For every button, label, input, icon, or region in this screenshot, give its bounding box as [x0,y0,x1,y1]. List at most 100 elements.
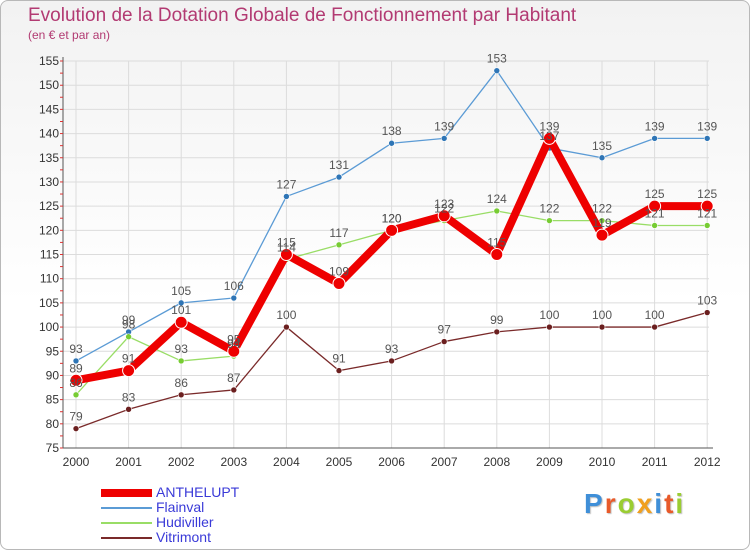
data-point-anthelupt [332,277,346,291]
data-label-flainval: 99 [122,313,136,327]
data-point-hudiviller [177,357,185,365]
data-point-flainval [440,135,448,142]
data-point-vitrimont [703,309,711,316]
data-point-flainval [230,294,238,302]
y-tick-label: 105 [39,296,59,310]
x-tick-label: 2010 [589,455,616,469]
data-label-hudiviller: 117 [329,226,348,240]
legend-item-flainval[interactable]: Flainval [101,500,301,515]
data-label-flainval: 106 [224,279,244,293]
y-tick-label: 95 [46,344,60,358]
legend-item-anthelupt[interactable]: ANTHELUPT [101,485,301,500]
x-tick-label: 2004 [273,455,300,469]
proxiti-logo: Proxiti [584,488,685,520]
y-tick-label: 85 [46,393,60,407]
data-label-anthelupt: 139 [539,119,559,133]
logo-letter: x [636,488,655,519]
data-label-flainval: 138 [382,124,402,138]
logo-letter: i [654,488,665,519]
x-tick-label: 2011 [642,455,668,469]
data-point-hudiviller [335,241,343,249]
data-point-anthelupt [122,364,136,378]
y-tick-label: 90 [46,368,60,382]
legend-label: Vitrimont [156,529,211,545]
data-point-vitrimont [335,367,343,374]
y-tick-label: 150 [39,78,59,92]
data-label-anthelupt: 120 [382,211,402,225]
data-label-vitrimont: 79 [69,410,83,424]
legend-item-hudiviller[interactable]: Hudiviller [101,515,301,530]
data-label-flainval: 105 [171,284,191,298]
data-point-vitrimont [125,405,132,413]
data-label-flainval: 135 [592,139,612,153]
data-point-anthelupt [648,199,662,213]
legend-swatch-vitrimont [101,537,152,539]
y-tick-label: 80 [46,417,60,431]
data-label-flainval: 139 [697,119,717,133]
data-point-vitrimont [598,323,606,331]
data-label-flainval: 139 [645,119,665,133]
data-point-flainval [703,135,711,142]
data-point-flainval [72,357,80,365]
data-label-flainval: 93 [69,342,83,356]
data-point-anthelupt [279,248,293,261]
data-label-hudiviller: 114 [277,240,296,254]
data-label-vitrimont: 100 [539,308,559,322]
data-label-flainval: 139 [434,119,454,133]
data-label-hudiviller: 93 [175,342,189,356]
data-label-vitrimont: 100 [592,308,612,322]
x-tick-label: 2000 [63,455,90,469]
legend-swatch-hudiviller [101,522,152,524]
data-point-hudiviller [703,222,711,229]
legend-swatch-anthelupt [101,489,152,497]
y-tick-label: 125 [39,199,59,213]
data-label-vitrimont: 103 [697,294,717,308]
data-label-anthelupt: 95 [227,332,241,346]
data-point-flainval [335,173,343,181]
y-tick-label: 135 [39,151,59,165]
data-point-anthelupt [700,199,714,213]
data-point-vitrimont [493,328,501,336]
data-label-hudiviller: 121 [645,206,665,220]
legend-label: Hudiviller [156,514,214,530]
legend-swatch-flainval [101,507,152,509]
data-label-vitrimont: 83 [122,390,136,404]
y-tick-label: 155 [39,54,59,68]
data-label-flainval: 137 [539,129,559,143]
data-label-anthelupt: 123 [434,197,454,211]
data-label-hudiviller: 98 [122,318,136,332]
data-point-hudiviller [651,222,658,229]
data-point-anthelupt [437,209,451,223]
data-label-hudiviller: 124 [487,192,507,206]
data-point-anthelupt [595,228,609,242]
data-label-flainval: 153 [487,52,507,66]
data-point-flainval [177,299,185,307]
data-point-vitrimont [283,323,290,331]
y-tick-label: 140 [39,127,59,141]
data-label-anthelupt: 115 [277,236,296,250]
data-point-vitrimont [651,323,658,331]
x-tick-label: 2009 [536,455,563,469]
data-label-anthelupt: 125 [697,187,717,201]
chart-title: Evolution de la Dotation Globale de Fonc… [28,5,577,26]
data-point-anthelupt [174,315,188,329]
data-label-vitrimont: 100 [276,308,296,322]
data-label-anthelupt: 91 [122,352,136,366]
legend-item-vitrimont[interactable]: Vitrimont [101,530,301,545]
y-tick-label: 115 [40,248,59,262]
x-tick-label: 2007 [431,455,458,469]
data-point-hudiviller [125,333,132,341]
data-label-anthelupt: 101 [171,303,191,317]
data-point-vitrimont [440,338,448,345]
data-label-hudiviller: 86 [69,376,83,390]
data-label-anthelupt: 125 [645,187,665,201]
data-point-hudiviller [598,217,606,224]
legend-label: Flainval [156,499,205,515]
x-tick-label: 2006 [378,455,405,469]
y-tick-label: 120 [39,223,59,237]
logo-letter: P [584,488,605,519]
logo-letter: r [604,488,618,519]
data-point-anthelupt [490,248,504,261]
